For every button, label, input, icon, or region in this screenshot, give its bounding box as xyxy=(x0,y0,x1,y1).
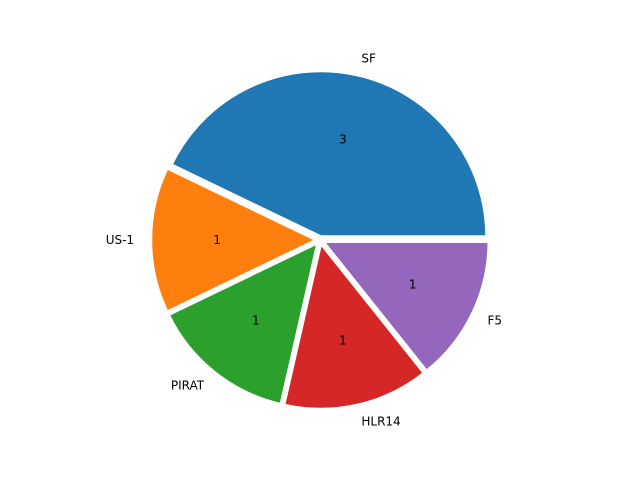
slice-category-label-pirat: PIRAT xyxy=(171,378,205,392)
pie-slice-pirat xyxy=(166,241,320,406)
slice-category-label-f5: F5 xyxy=(488,314,503,328)
slice-value-label-us-1: 1 xyxy=(213,233,221,247)
slice-value-label-sf: 3 xyxy=(339,133,347,147)
pie-slice-us-1 xyxy=(149,166,319,314)
slice-value-label-hlr14: 1 xyxy=(339,333,347,347)
pie-slices xyxy=(149,69,491,411)
slice-category-label-us-1: US-1 xyxy=(106,233,134,247)
slice-value-label-f5: 1 xyxy=(409,278,417,292)
slice-category-label-sf: SF xyxy=(361,52,376,66)
pie-labels: 3 SF 1 US-1 1 PIRAT 1 HLR14 1 F5 xyxy=(106,52,502,429)
pie-slice-sf xyxy=(169,69,489,239)
slice-category-label-hlr14: HLR14 xyxy=(361,414,400,428)
pie-slice-hlr14 xyxy=(282,241,426,411)
pie-slice-f5 xyxy=(321,239,491,373)
slice-value-label-pirat: 1 xyxy=(252,313,260,327)
